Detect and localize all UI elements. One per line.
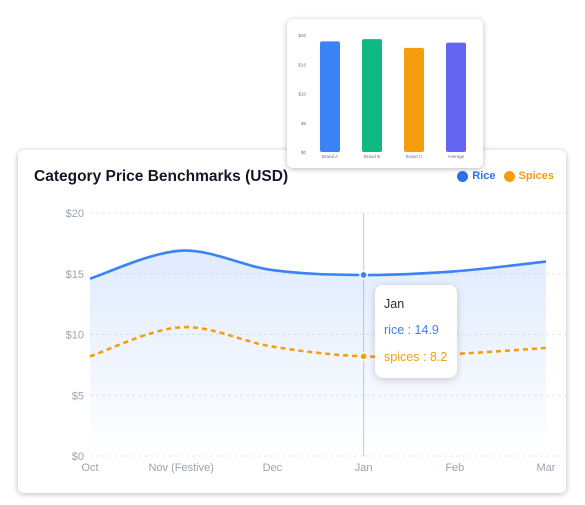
y-tick-label: $10 [66,330,84,342]
x-tick-label: Mar [537,462,556,474]
x-tick-label: Feb [445,462,464,474]
x-tick-label: Dec [263,462,283,474]
bar-brand-c[interactable] [404,47,424,152]
bar-y-tick-label: $15 [298,62,306,67]
bar-average[interactable] [446,42,466,153]
price-benchmark-card: Category Price Benchmarks (USD) Rice Spi… [18,150,566,493]
bar-chart: $0 $5 $10 $15 $20 Brand A Brand B Brand C Averag… [298,33,466,159]
bar-x-tick-label: Average [448,154,465,159]
tooltip-row-spices: spices : 8.2 [384,350,448,364]
y-tick-label: $20 [66,208,84,220]
x-tick-label: Nov (Festive) [148,462,213,474]
chart-title: Category Price Benchmarks (USD) [34,168,289,185]
tooltip-title: Jan [384,297,405,311]
series-line-rice [89,249,547,280]
legend-label-rice: Rice [472,170,496,182]
bar-y-tick-label: $20 [298,33,306,38]
x-tick-label: Jan [355,462,373,474]
legend-swatch-spices [503,170,515,182]
bar-x-tick-label: Brand C [406,154,423,159]
y-tick-label: $15 [66,269,84,281]
legend-item-rice[interactable]: Rice [457,170,496,182]
y-tick-label: $0 [72,451,84,463]
legend-swatch-rice [457,170,469,182]
data-point-spices[interactable] [359,352,368,361]
y-tick-label: $5 [72,390,84,402]
bar-brand-a[interactable] [320,41,340,152]
bar-x-tick-label: Brand B [364,154,380,159]
chart-legend: Rice Spices [457,170,554,182]
data-point-rice[interactable] [359,270,368,280]
line-chart: $0 $5 $10 $15 $20 Oct Nov (Festive) Dec Jan Feb Ma… [66,208,566,474]
brand-comparison-card: $0 $5 $10 $15 $20 Brand A Brand B Brand C Averag… [287,19,483,168]
legend-item-spices[interactable]: Spices [503,170,554,182]
x-tick-label: Oct [81,462,98,474]
chart-tooltip: Jan rice : 14.9 spices : 8.2 [375,285,457,378]
bar-brand-b[interactable] [362,39,382,152]
bar-y-tick-label: $5 [301,121,307,126]
tooltip-row-rice: rice : 14.9 [384,323,439,337]
bar-y-tick-label: $0 [301,150,307,155]
bar-y-tick-label: $10 [298,92,306,97]
series-line-spices [89,325,547,359]
legend-label-spices: Spices [518,170,554,182]
bar-x-tick-label: Brand A [322,154,338,159]
